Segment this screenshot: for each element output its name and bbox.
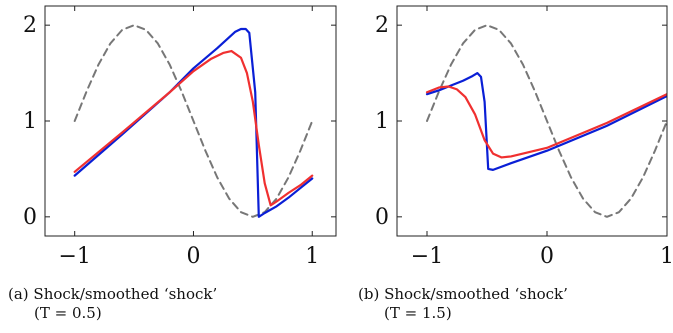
x-tick-label: 0 <box>540 244 554 269</box>
series-line-red <box>425 85 667 159</box>
caption-b-line2: (T = 1.5) <box>384 304 452 322</box>
x-tick-label: 1 <box>305 244 319 269</box>
caption-a-line1: (a) Shock/smoothed ‘shock’ <box>8 285 218 303</box>
series-line-dashed <box>73 24 314 218</box>
caption-b: (b) Shock/smoothed ‘shock’ (T = 1.5) <box>358 285 568 323</box>
chart-panel-a: −1 0 1 0 1 2 <box>23 5 337 269</box>
y-tick-label: 2 <box>375 13 389 38</box>
x-tick-label: 1 <box>660 244 673 269</box>
y-tick-label: 1 <box>23 109 37 134</box>
y-tick-label: 0 <box>23 205 37 230</box>
series-line-red <box>73 49 314 207</box>
series-line-dashed <box>426 24 667 218</box>
caption-a-line2: (T = 0.5) <box>34 304 102 322</box>
chart-panel-b: −1 0 1 0 1 2 <box>375 5 673 269</box>
y-tick-label: 1 <box>375 109 389 134</box>
plot-frame <box>44 5 337 237</box>
x-tick-label: 0 <box>186 244 200 269</box>
caption-a: (a) Shock/smoothed ‘shock’ (T = 0.5) <box>8 285 217 323</box>
x-tick-label: −1 <box>411 244 443 269</box>
x-tick-label: −1 <box>58 244 90 269</box>
y-tick-label: 0 <box>375 205 389 230</box>
plot-frame <box>396 5 668 237</box>
y-tick-label: 2 <box>23 13 37 38</box>
caption-b-line1: (b) Shock/smoothed ‘shock’ <box>358 285 568 303</box>
series-line-blue <box>425 71 667 171</box>
